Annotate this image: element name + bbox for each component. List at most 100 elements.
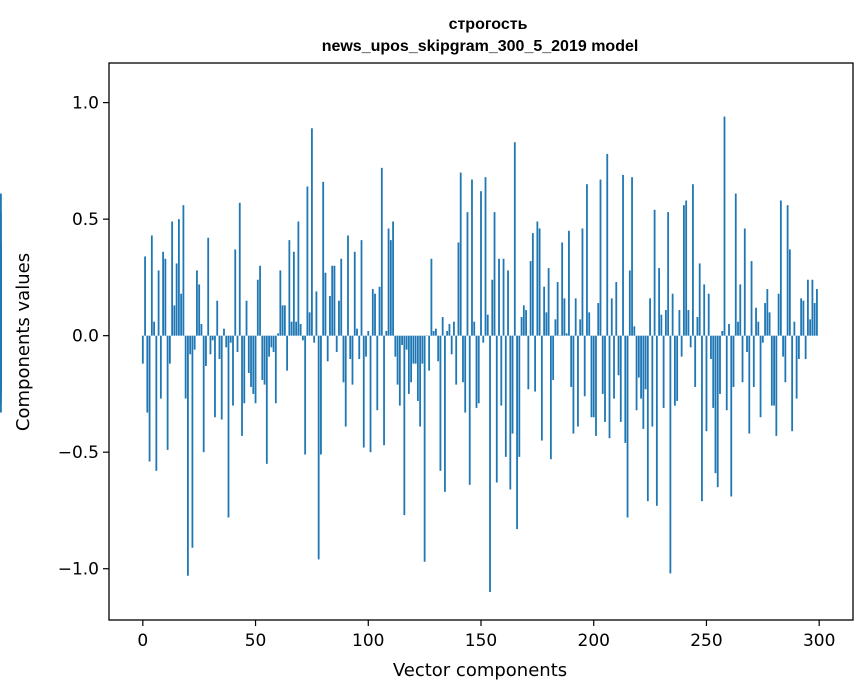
bar (705, 335, 708, 432)
bar (628, 270, 631, 336)
bar (813, 303, 816, 336)
bar (633, 326, 636, 336)
bar (223, 328, 225, 336)
bar (622, 174, 624, 336)
bar (809, 319, 812, 336)
bar (721, 331, 724, 336)
bar (608, 335, 611, 439)
bar (159, 335, 162, 399)
bar (689, 335, 692, 348)
bar (166, 335, 169, 450)
bar (707, 293, 710, 336)
chart-title: строгость (449, 16, 528, 33)
bar (180, 293, 183, 336)
bar (250, 335, 252, 387)
bar (773, 335, 775, 406)
bar (678, 310, 681, 336)
x-tick-label: 250 (690, 631, 722, 651)
bar (703, 284, 706, 336)
bar (547, 268, 550, 336)
bar (243, 335, 246, 404)
bar (371, 289, 374, 336)
bar (572, 335, 575, 434)
bar (480, 191, 482, 336)
bar (807, 279, 809, 336)
bar (457, 242, 460, 336)
bar (694, 335, 697, 387)
bar (405, 335, 408, 350)
bar (274, 335, 277, 404)
bar (743, 228, 746, 336)
bar (326, 335, 329, 362)
bar (313, 335, 316, 343)
bar (658, 268, 661, 336)
bar (455, 335, 458, 385)
bar (333, 265, 336, 336)
bar (146, 335, 149, 413)
bar (385, 331, 388, 336)
bar (660, 314, 663, 336)
bar (696, 317, 699, 336)
bar (450, 335, 453, 355)
bar (464, 335, 467, 413)
bar (347, 235, 349, 336)
bar (518, 335, 521, 457)
bar (396, 335, 399, 385)
bar (401, 335, 403, 345)
bar (466, 212, 469, 336)
bar (577, 335, 579, 427)
bar (513, 142, 516, 336)
bar (716, 335, 719, 488)
plot-area (109, 63, 853, 620)
bar (175, 263, 178, 336)
bar (671, 293, 674, 336)
bar (283, 305, 286, 336)
bar (563, 298, 566, 336)
bar (338, 300, 340, 336)
bar (459, 172, 462, 336)
bar (216, 300, 219, 336)
bar (673, 335, 676, 406)
bar (667, 212, 670, 336)
bar (601, 335, 604, 394)
bar (646, 335, 649, 502)
bar (329, 296, 331, 336)
bar (256, 279, 259, 336)
bar (664, 310, 667, 336)
bar (475, 335, 478, 408)
bar (531, 233, 534, 336)
bar (342, 335, 345, 383)
bar (220, 335, 223, 420)
bar (712, 335, 715, 408)
bar (816, 289, 818, 336)
bar (421, 335, 424, 364)
bar (486, 314, 489, 336)
bar (389, 240, 392, 336)
bar (795, 335, 798, 399)
bar (225, 335, 228, 348)
bar (308, 312, 311, 336)
bar (653, 209, 656, 336)
bar (155, 335, 158, 471)
bar (568, 230, 570, 336)
bar (692, 184, 694, 336)
bar (358, 335, 361, 359)
bar (669, 335, 672, 574)
bar (353, 251, 356, 336)
bar (482, 335, 485, 343)
bar (651, 335, 654, 427)
bar (775, 335, 778, 436)
bar (777, 293, 780, 336)
bar (0, 335, 2, 355)
bar (723, 116, 726, 336)
bar (202, 335, 205, 453)
bar (741, 335, 744, 383)
bar (581, 228, 584, 336)
bar (592, 335, 595, 418)
bar (599, 179, 602, 336)
bar (788, 249, 791, 336)
bar (349, 335, 352, 359)
bar (642, 335, 645, 429)
bar (770, 335, 773, 406)
bar (209, 335, 212, 355)
